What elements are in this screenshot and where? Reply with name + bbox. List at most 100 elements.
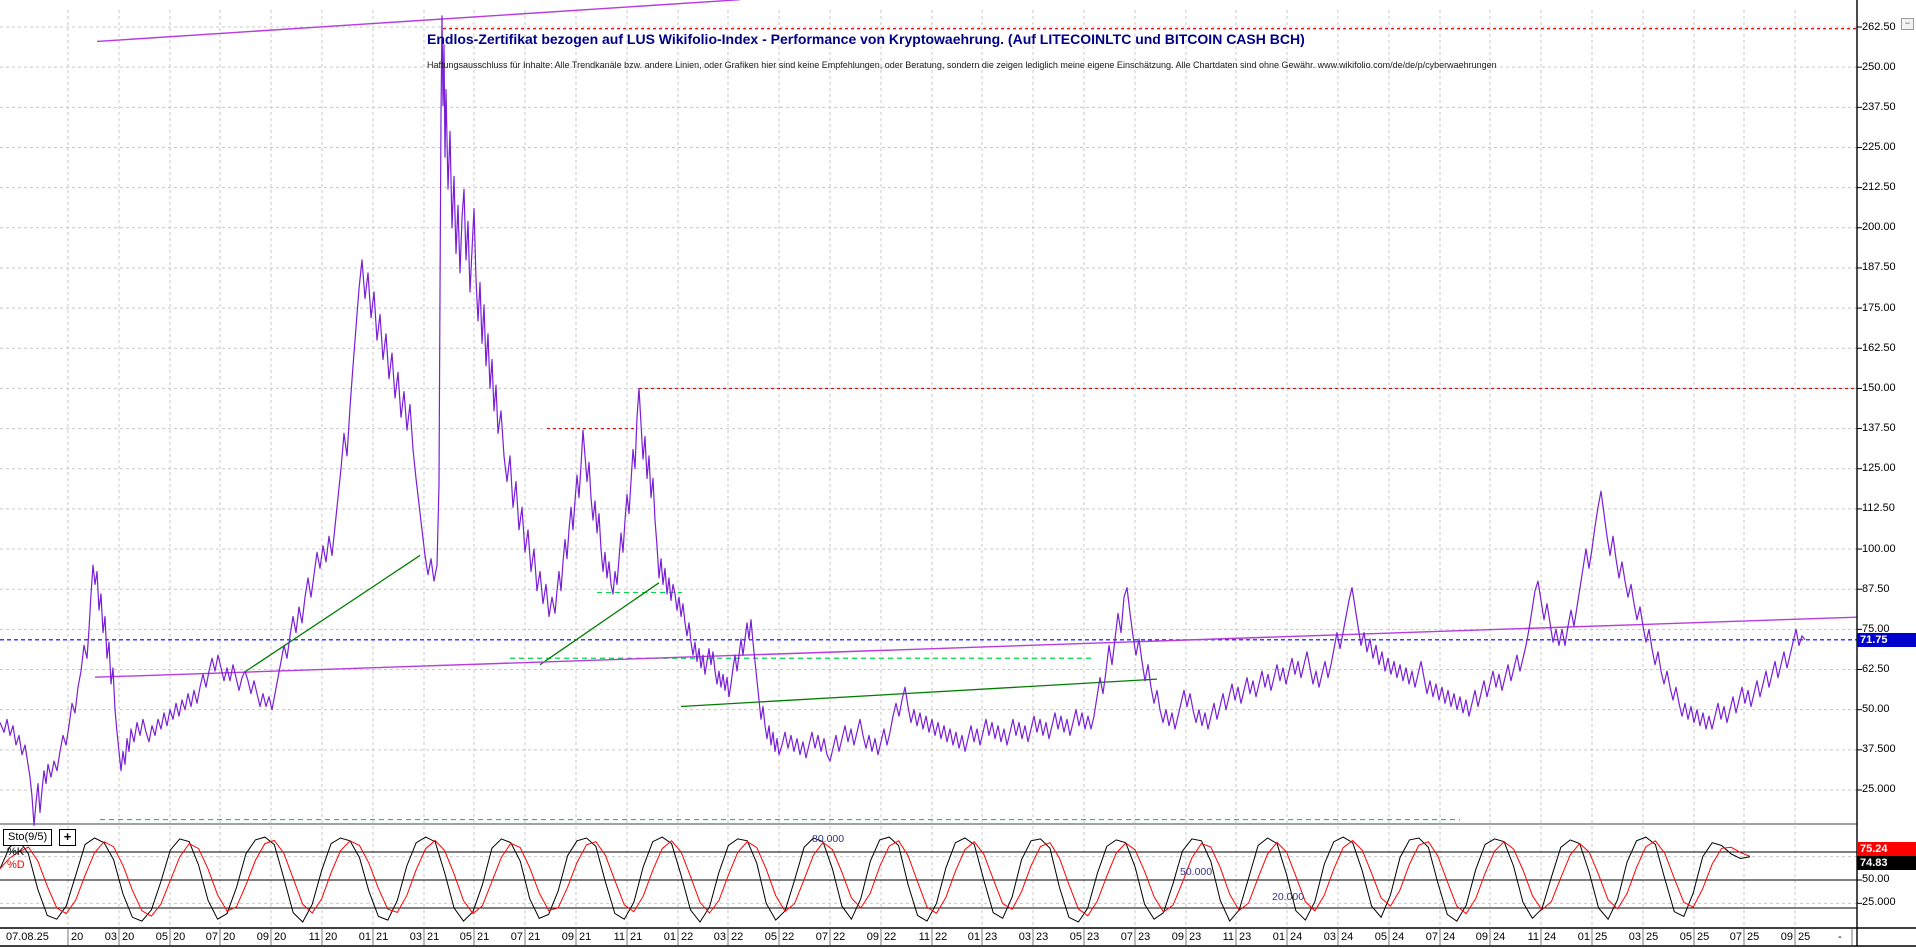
x-axis-label: 07 xyxy=(510,931,523,943)
x-axis-label: 09 xyxy=(1780,931,1793,943)
x-axis-label: 21 xyxy=(630,931,643,943)
x-axis-label: 11 xyxy=(1222,931,1234,943)
x-axis-label: 05 xyxy=(1679,931,1692,943)
x-axis-label: 03 xyxy=(713,931,726,943)
x-axis-label: 11 xyxy=(613,931,625,943)
x-axis-label: 21 xyxy=(528,931,541,943)
x-axis-label: 01 xyxy=(967,931,980,943)
y-axis-label: 225.00 xyxy=(1862,140,1896,153)
x-axis-label: 20 xyxy=(173,931,186,943)
x-axis-label: 23 xyxy=(1239,931,1252,943)
x-axis-label: 11 xyxy=(1527,931,1539,943)
x-axis-label: 07 xyxy=(1425,931,1438,943)
y-axis-label: 112.50 xyxy=(1862,502,1895,515)
x-axis-label: 09 xyxy=(561,931,574,943)
stochastic-d-value-tag: 75.24 xyxy=(1857,842,1916,856)
x-axis-label: 24 xyxy=(1392,931,1405,943)
y-axis-label: 150.00 xyxy=(1862,381,1896,394)
y-axis-label: 212.50 xyxy=(1862,181,1896,194)
x-axis-label: 24 xyxy=(1544,931,1557,943)
x-axis-label: 01 xyxy=(1577,931,1590,943)
y-axis-label: 237.50 xyxy=(1862,100,1896,113)
stochastic-axis-label-50: 50.00 xyxy=(1862,873,1890,885)
x-axis-label: 20 xyxy=(223,931,236,943)
y-axis-label: 100.00 xyxy=(1862,542,1896,555)
stochastic-k-label: %K xyxy=(7,846,25,858)
x-axis-label: 01 xyxy=(1272,931,1285,943)
stochastic-k-value-tag: 74.83 xyxy=(1857,856,1916,870)
x-axis-label: 21 xyxy=(376,931,389,943)
y-axis-label: 175.00 xyxy=(1862,301,1896,314)
x-axis-label: 07.08.25 xyxy=(6,931,49,943)
chart-title: Endlos-Zertifikat bezogen auf LUS Wikifo… xyxy=(427,31,1305,47)
stochastic-axis-label-25: 25.000 xyxy=(1862,896,1896,908)
x-axis-label: 01 xyxy=(663,931,676,943)
x-axis-label: 07 xyxy=(205,931,218,943)
y-axis-label: 87.50 xyxy=(1862,582,1890,595)
x-axis-label: 25 xyxy=(1697,931,1710,943)
add-indicator-button[interactable]: + xyxy=(59,829,76,846)
x-axis-label: 11 xyxy=(918,931,930,943)
x-axis-label: 09 xyxy=(866,931,879,943)
x-axis-label: 21 xyxy=(477,931,490,943)
x-axis-label: 22 xyxy=(833,931,846,943)
x-axis-label: - xyxy=(1838,931,1842,943)
x-axis-label: 25 xyxy=(1747,931,1760,943)
y-axis-label: 25.000 xyxy=(1862,783,1896,796)
x-axis-label: 20 xyxy=(71,931,84,943)
x-axis-label: 03 xyxy=(104,931,117,943)
x-axis-label: 05 xyxy=(764,931,777,943)
x-axis-label: 22 xyxy=(782,931,795,943)
stochastic-level-20-label: 20.000 xyxy=(1272,891,1305,903)
x-axis-label: 05 xyxy=(1069,931,1082,943)
y-axis-label: 250.00 xyxy=(1862,60,1896,73)
x-axis-label: 23 xyxy=(1138,931,1151,943)
x-axis-label: 25 xyxy=(1798,931,1811,943)
x-axis-label: 22 xyxy=(884,931,897,943)
y-axis-label: 75.00 xyxy=(1862,622,1890,635)
x-axis-label: 22 xyxy=(681,931,694,943)
x-axis-label: 23 xyxy=(1036,931,1049,943)
stochastic-d-label: %D xyxy=(7,859,25,871)
x-axis-label: 03 xyxy=(409,931,422,943)
x-axis-label: 07 xyxy=(1729,931,1742,943)
x-axis-label: 23 xyxy=(985,931,998,943)
x-axis-label: 05 xyxy=(155,931,168,943)
y-axis-label: 262.50 xyxy=(1862,20,1896,33)
collapse-panel-button[interactable]: − xyxy=(1901,18,1914,30)
x-axis-label: 20 xyxy=(325,931,338,943)
stochastic-level-50-label: 50.000 xyxy=(1180,866,1213,878)
x-axis-label: 03 xyxy=(1628,931,1641,943)
x-axis-label: 01 xyxy=(358,931,371,943)
y-axis-label: 50.00 xyxy=(1862,703,1890,716)
x-axis-label: 24 xyxy=(1443,931,1456,943)
y-axis-label: 37.500 xyxy=(1862,743,1896,756)
x-axis-label: 07 xyxy=(1120,931,1133,943)
x-axis-label: 05 xyxy=(459,931,472,943)
y-axis-label: 62.50 xyxy=(1862,663,1890,676)
y-axis-label: 162.50 xyxy=(1862,341,1896,354)
x-axis-label: 20 xyxy=(274,931,287,943)
indicator-settings-button[interactable]: Sto(9/5) xyxy=(3,829,53,846)
y-axis-label: 125.00 xyxy=(1862,462,1896,475)
x-axis-label: 21 xyxy=(427,931,440,943)
x-axis-label: 20 xyxy=(122,931,135,943)
x-axis-label: 07 xyxy=(815,931,828,943)
x-axis-label: 09 xyxy=(1171,931,1184,943)
x-axis-label: 22 xyxy=(935,931,948,943)
current-price-tag: 71.75 xyxy=(1857,633,1916,647)
x-axis-label: 09 xyxy=(256,931,269,943)
chart-disclaimer: Haftungsausschluss für Inhalte: Alle Tre… xyxy=(427,60,1497,70)
y-axis-label: 137.50 xyxy=(1862,422,1896,435)
x-axis-label: 24 xyxy=(1493,931,1506,943)
x-axis-label: 23 xyxy=(1189,931,1202,943)
x-axis-label: 25 xyxy=(1646,931,1659,943)
y-axis-label: 187.50 xyxy=(1862,261,1896,274)
x-axis-label: 03 xyxy=(1018,931,1031,943)
x-axis-label: 03 xyxy=(1323,931,1336,943)
y-axis-label: 200.00 xyxy=(1862,221,1896,234)
x-axis-label: 24 xyxy=(1290,931,1303,943)
x-axis-label: 09 xyxy=(1475,931,1488,943)
